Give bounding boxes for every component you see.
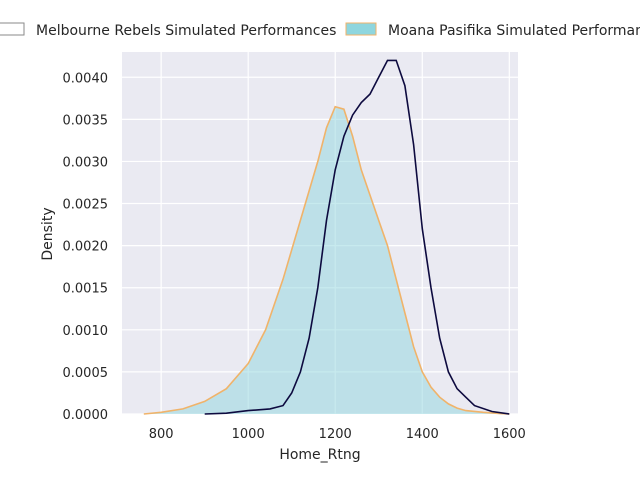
x-tick-label: 800 (149, 427, 174, 442)
x-tick-label: 1200 (319, 427, 352, 442)
y-tick-label: 0.0025 (63, 198, 109, 213)
y-tick-label: 0.0030 (63, 155, 109, 170)
series-line-1 (143, 105, 510, 415)
y-tick-label: 0.0000 (63, 408, 109, 423)
series-line-0 (204, 59, 510, 415)
y-tick-label: 0.0020 (63, 240, 109, 255)
legend-label-0: Melbourne Rebels Simulated Performances (36, 23, 336, 39)
legend-label-1: Moana Pasifika Simulated Performances (388, 23, 640, 39)
x-axis-ticks: 800 1000 1200 1400 1600 (149, 427, 526, 442)
x-tick-label: 1600 (493, 427, 526, 442)
series-layer (143, 59, 510, 415)
legend-swatch-1 (345, 22, 377, 36)
y-tick-label: 0.0040 (63, 71, 109, 86)
y-tick-label: 0.0015 (63, 282, 109, 297)
y-axis-label: Density (40, 207, 56, 260)
series-area-1 (143, 106, 510, 414)
y-tick-label: 0.0005 (63, 366, 109, 381)
legend-swatch-0 (0, 22, 25, 36)
x-tick-label: 1000 (232, 427, 265, 442)
x-axis-label: Home_Rtng (279, 447, 360, 463)
x-tick-label: 1400 (406, 427, 439, 442)
y-tick-label: 0.0010 (63, 324, 109, 339)
y-tick-label: 0.0035 (63, 113, 109, 128)
chart-legend: Melbourne Rebels Simulated Performances M… (0, 22, 640, 39)
y-axis-ticks: 0.0000 0.0005 0.0010 0.0015 0.0020 0.0025 0.00… (63, 71, 109, 423)
